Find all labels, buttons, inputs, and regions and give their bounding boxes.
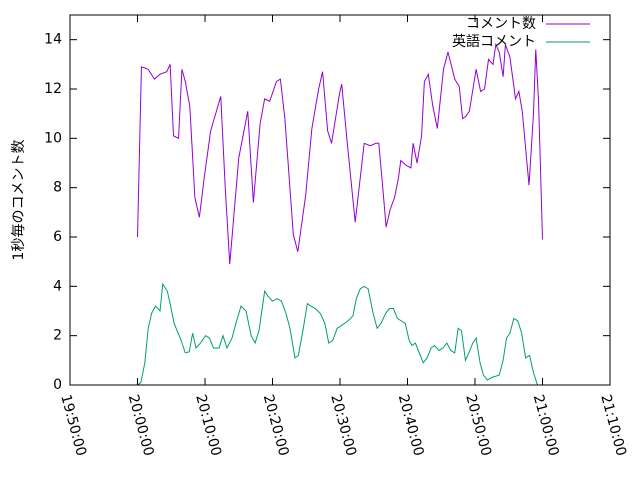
y-axis-label: 1秒毎のコメント数 bbox=[11, 140, 27, 261]
x-tick-label: 21:10:00 bbox=[597, 393, 629, 458]
y-tick-label: 14 bbox=[44, 32, 62, 48]
y-tick-label: 10 bbox=[44, 130, 62, 146]
legend-label-1: 英語コメント bbox=[452, 33, 536, 50]
x-tick-label: 21:00:00 bbox=[530, 393, 562, 458]
x-tick-label: 20:20:00 bbox=[260, 393, 292, 458]
plot-frame bbox=[69, 14, 611, 386]
series-line-0 bbox=[137, 42, 543, 265]
axis-layer: 0 2 4 6 8 10 12 14 19:50:00 20:00:00 20:10:00 20:20… bbox=[44, 15, 629, 458]
y-tick-label: 12 bbox=[44, 81, 62, 97]
y-tick-label: 2 bbox=[53, 328, 62, 344]
series-layer bbox=[137, 42, 543, 386]
series-line-1 bbox=[137, 282, 543, 386]
y-tick-label: 4 bbox=[53, 278, 62, 294]
x-tick-label: 20:40:00 bbox=[395, 393, 427, 458]
x-tick-label: 20:50:00 bbox=[462, 393, 494, 458]
x-tick-label: 19:50:00 bbox=[57, 393, 89, 458]
x-tick-label: 20:30:00 bbox=[327, 393, 359, 458]
x-tick-label: 20:10:00 bbox=[192, 393, 224, 458]
x-tick-label: 20:00:00 bbox=[125, 393, 157, 458]
y-tick-label: 8 bbox=[53, 180, 62, 196]
y-tick-label: 6 bbox=[53, 229, 62, 245]
legend-label-0: コメント数 bbox=[466, 16, 536, 32]
y-tick-label: 0 bbox=[53, 377, 62, 393]
